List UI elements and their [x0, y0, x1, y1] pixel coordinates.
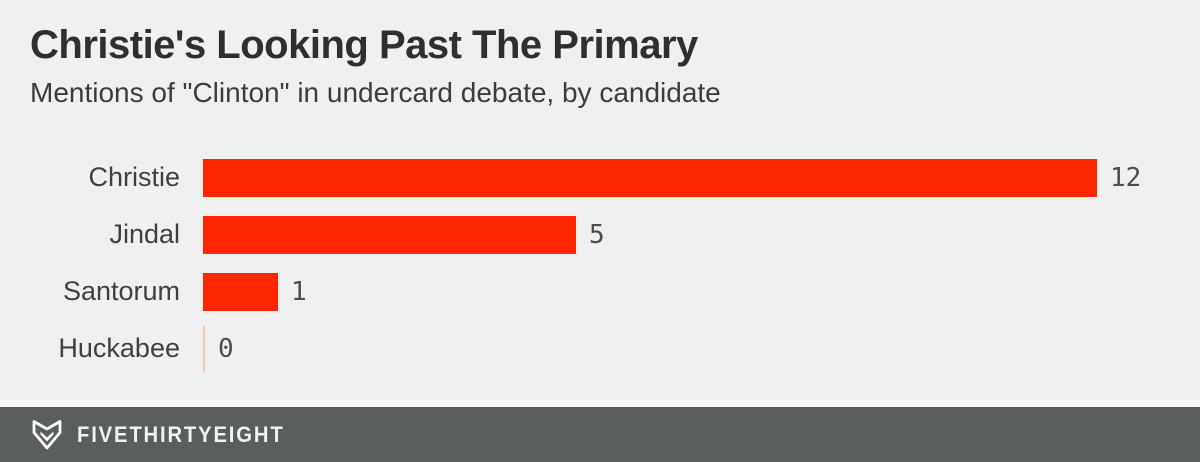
category-label: Santorum — [62, 276, 180, 307]
value-label: 12 — [1110, 162, 1142, 193]
category-label: Christie — [88, 162, 180, 193]
bar — [203, 272, 278, 311]
category-label: Huckabee — [58, 333, 180, 364]
chart-title: Christie's Looking Past The Primary — [30, 23, 698, 67]
value-label: 5 — [589, 219, 605, 250]
bar-row: Santorum 1 — [0, 272, 1200, 311]
bar-row: Christie 12 — [0, 158, 1200, 197]
chart-header: Christie's Looking Past The Primary Ment… — [0, 0, 1200, 109]
bar — [203, 158, 1097, 197]
bar-cell: 12 — [203, 155, 1141, 201]
bar-cell: 0 — [203, 325, 234, 372]
zero-marker — [203, 325, 205, 372]
footer-banner: FIVETHIRTYEIGHT — [0, 407, 1200, 462]
fivethirtyeight-fox-logo-icon — [30, 418, 64, 452]
category-label: Jindal — [109, 219, 180, 250]
value-label: 0 — [218, 333, 234, 364]
bar-cell: 5 — [203, 212, 605, 258]
footer-divider — [0, 400, 1200, 407]
bar-cell: 1 — [203, 269, 307, 315]
bar — [203, 215, 576, 254]
chart-subtitle: Mentions of "Clinton" in undercard debat… — [30, 77, 721, 108]
bar-chart: Christie 12 Jindal 5 Santorum 1 Huckabee 0 — [0, 158, 1200, 372]
bar-row: Huckabee 0 — [0, 325, 1200, 372]
footer-brand-text: FIVETHIRTYEIGHT — [77, 421, 285, 447]
bar-row: Jindal 5 — [0, 215, 1200, 254]
value-label: 1 — [291, 276, 307, 307]
